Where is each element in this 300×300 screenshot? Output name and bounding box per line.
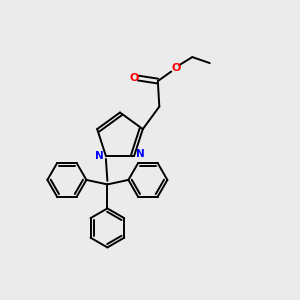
Text: N: N xyxy=(136,149,145,159)
Text: O: O xyxy=(171,63,181,73)
Text: O: O xyxy=(129,73,139,83)
Text: N: N xyxy=(95,151,104,161)
